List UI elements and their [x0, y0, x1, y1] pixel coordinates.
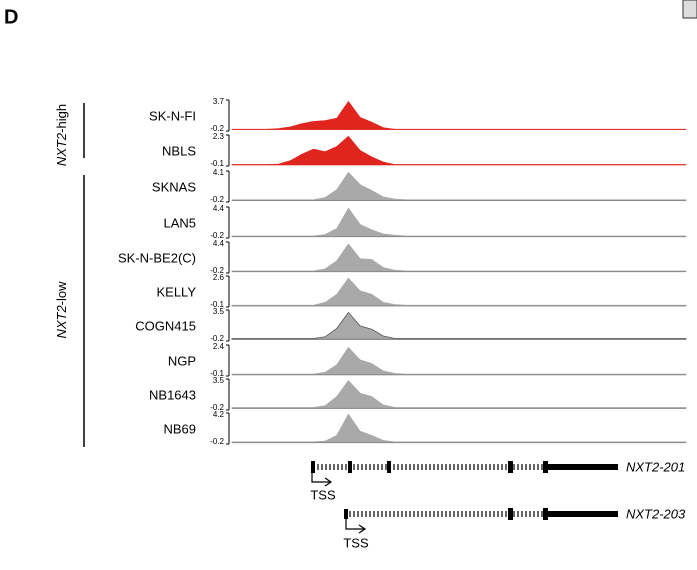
signal	[232, 244, 686, 272]
exon	[387, 461, 391, 473]
panel-label: D	[4, 6, 18, 28]
transcript-label: NXT2-203	[626, 506, 686, 521]
tss-label: TSS	[310, 487, 336, 502]
tss-label: TSS	[343, 535, 369, 550]
figure: D 3.7 -0.2 SK-N-FI 2.3 -0.1 NBLS 4.1 -0.2 SKNAS 4…	[0, 0, 697, 565]
image-edge	[683, 0, 697, 18]
track-name: COGN415	[135, 318, 196, 333]
track-name: NB69	[163, 421, 196, 436]
track-name: SKNAS	[152, 179, 196, 194]
range-max: 3.7	[213, 97, 225, 106]
transcript-label: NXT2-201	[626, 459, 685, 474]
signal	[232, 136, 686, 164]
exon	[348, 461, 352, 473]
track-name: SK-N-FI	[149, 108, 196, 123]
tss-arrow	[312, 472, 331, 486]
range-min: -0.2	[210, 195, 224, 204]
signal	[232, 414, 686, 442]
group-label: NXT2-low	[54, 281, 69, 339]
range-max: 4.1	[213, 168, 225, 177]
range-max: 3.5	[213, 376, 225, 385]
range-max: 3.5	[213, 307, 225, 316]
transcript: NXT2-201 TSS	[310, 459, 685, 502]
track-name: NBLS	[162, 143, 196, 158]
track-name: NB1643	[149, 387, 196, 402]
exon	[508, 508, 513, 520]
group-gene: NXT2	[54, 305, 69, 339]
track-name: LAN5	[163, 215, 196, 230]
group-gene: NXT2	[54, 132, 69, 166]
track-name: KELLY	[156, 284, 196, 299]
track-name: SK-N-BE2(C)	[118, 250, 196, 265]
signal	[232, 381, 686, 409]
range-max: 2.4	[213, 342, 225, 351]
exon	[311, 461, 315, 473]
range-max: 4.2	[213, 410, 225, 419]
signal	[232, 278, 686, 306]
range-max: 2.3	[213, 132, 225, 141]
group-label: NXT2-high	[54, 104, 69, 166]
range-max: 4.4	[213, 239, 225, 248]
range-max: 2.6	[213, 273, 225, 282]
intron	[346, 511, 545, 517]
utr	[545, 511, 618, 517]
transcript: NXT2-203 TSS	[343, 506, 686, 550]
exon	[508, 461, 513, 473]
group-suffix: -low	[54, 281, 69, 305]
signal	[232, 208, 686, 236]
exon	[344, 509, 348, 519]
tracks: 3.7 -0.2 SK-N-FI 2.3 -0.1 NBLS 4.1 -0.2 SKNAS 4.4…	[118, 97, 686, 446]
range-min: -0.1	[210, 159, 224, 168]
exon	[543, 508, 548, 520]
range-min: -0.2	[210, 437, 224, 446]
range-max: 4.4	[213, 204, 225, 213]
signal	[232, 172, 686, 200]
group-suffix: -high	[54, 104, 69, 133]
signal	[232, 348, 686, 375]
exon	[543, 461, 548, 473]
utr	[545, 464, 618, 470]
tss-arrow	[346, 519, 365, 533]
signal	[232, 313, 686, 340]
signal	[232, 102, 686, 130]
track-name: NGP	[168, 353, 196, 368]
